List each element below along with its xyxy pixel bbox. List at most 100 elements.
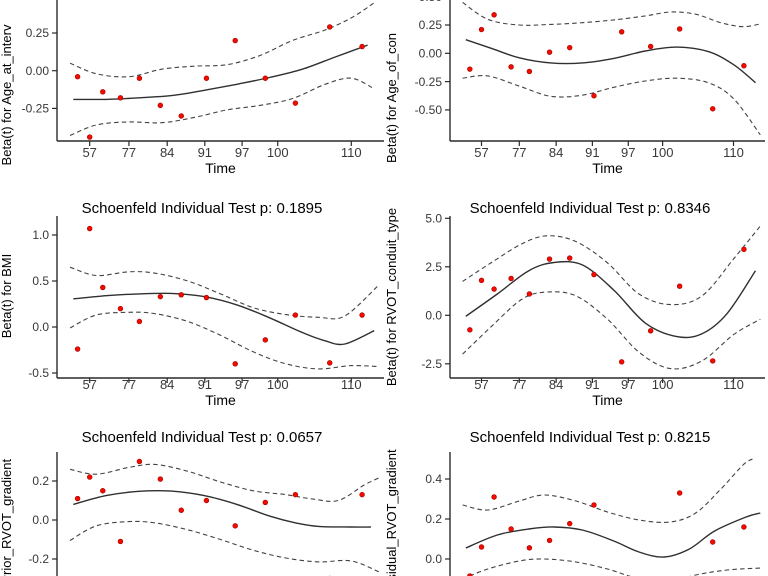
data-point	[86, 225, 93, 232]
data-point	[591, 502, 597, 508]
data-point	[566, 255, 573, 261]
data-point	[710, 358, 716, 364]
data-point	[710, 106, 716, 112]
confidence-band-lower	[69, 520, 381, 574]
panel-residual_rvot_gradient: Schoenfeld Individual Test p: 0.8215 Beta…	[384, 429, 762, 576]
data-point	[117, 538, 124, 545]
x-tick-label: 84	[160, 377, 174, 392]
x-tick-label: 97	[621, 145, 635, 160]
x-tick-label: 97	[621, 377, 635, 392]
x-axis-title: Time	[205, 392, 236, 408]
x-tick-label: 57	[474, 145, 488, 160]
data-point	[359, 491, 365, 498]
data-point	[117, 95, 124, 101]
data-point	[157, 293, 164, 300]
data-point	[618, 29, 625, 35]
y-tick-label: 0.0	[32, 320, 49, 334]
y-tick-label: 0.50	[419, 0, 443, 4]
panel-title: Schoenfeld Individual Test p: 0.8346	[470, 200, 711, 217]
data-point	[647, 43, 654, 50]
x-tick-label: 91	[198, 145, 212, 160]
y-tick-label: 5.0	[425, 212, 442, 226]
smooth-line	[73, 489, 371, 528]
x-tick-label: 100	[267, 377, 289, 392]
y-tick-label: -0.25	[415, 75, 443, 89]
panel-title: Schoenfeld Individual Test p: 0.1895	[82, 200, 323, 217]
x-tick-label: 91	[585, 145, 599, 160]
panel-plot-area	[462, 225, 761, 370]
confidence-band-upper	[69, 463, 381, 502]
panel-plot-area	[462, 1, 761, 136]
confidence-band-upper	[462, 458, 753, 523]
x-tick-label: 110	[723, 145, 744, 160]
data-point	[618, 359, 625, 365]
data-point	[178, 113, 184, 119]
data-point	[232, 361, 238, 367]
y-axis-label: Beta(t) for Age_of_con	[384, 33, 399, 163]
data-point	[86, 134, 93, 140]
data-point	[546, 537, 553, 544]
data-point	[136, 75, 143, 81]
y-tick-label: 0.00	[26, 64, 50, 78]
x-tick-label: 57	[82, 145, 96, 160]
data-point	[741, 63, 747, 69]
data-point	[647, 328, 654, 334]
y-tick-label: 0.0	[425, 552, 442, 566]
y-tick-label: 0.2	[32, 474, 49, 488]
x-tick-label: 84	[549, 145, 563, 160]
data-point	[478, 544, 485, 550]
y-tick-label: 1.0	[32, 228, 49, 242]
x-tick-label: 84	[549, 377, 563, 392]
y-tick-label: 0.50	[26, 0, 50, 3]
data-point	[136, 458, 143, 465]
x-tick-label: 91	[198, 377, 212, 392]
data-point	[136, 318, 143, 325]
y-axis-label: Beta(t) for BMI	[0, 254, 14, 339]
panel-plot-area	[69, 2, 375, 140]
data-point	[100, 488, 106, 494]
confidence-band-upper	[69, 2, 375, 78]
data-point	[508, 275, 514, 282]
data-point	[203, 294, 210, 301]
data-point	[232, 37, 238, 44]
x-tick-label: 77	[122, 377, 136, 392]
data-point	[203, 75, 210, 81]
data-point	[74, 495, 81, 502]
x-axis-title: Time	[592, 392, 623, 408]
y-tick-label: 0.25	[419, 18, 443, 32]
data-point	[491, 494, 497, 500]
y-tick-label: 0.5	[32, 274, 49, 288]
y-axis-label: Beta(t) for Residual_RVOT_gradient	[384, 449, 399, 576]
x-tick-label: 84	[160, 145, 174, 160]
panel-rvot_conduit_type: Schoenfeld Individual Test p: 0.8346 Beta…	[384, 200, 765, 408]
data-point	[676, 490, 683, 496]
data-point	[232, 523, 238, 529]
data-point	[591, 271, 597, 278]
x-tick-label: 57	[474, 377, 488, 392]
panel-title: Schoenfeld Individual Test p: 0.0657	[82, 429, 323, 446]
data-point	[74, 346, 81, 352]
panel-age_at_interv: Beta(t) for Age_at_interv 0.50 0.25 0.00 -0.…	[0, 0, 384, 176]
data-point	[526, 291, 533, 297]
y-axis-label: Beta(t) for RVOT_conduit_type	[384, 208, 399, 386]
data-point	[741, 524, 747, 530]
confidence-band-upper	[462, 1, 761, 28]
data-point	[566, 520, 573, 527]
smooth-line	[465, 512, 761, 558]
panel-plot-area	[69, 458, 381, 576]
y-tick-label: 0.00	[419, 47, 443, 61]
x-tick-label: 77	[512, 377, 526, 392]
smooth-line	[73, 44, 368, 101]
data-point	[292, 100, 299, 106]
confidence-band-upper	[69, 266, 380, 320]
data-point	[157, 476, 164, 482]
data-point	[526, 545, 533, 551]
confidence-band-upper	[462, 225, 761, 306]
smooth-line	[73, 292, 375, 346]
y-tick-label: 0.0	[32, 513, 49, 527]
data-point	[100, 89, 106, 95]
y-axis-label: Beta(t) for Prior_RVOT_gradient	[0, 459, 14, 576]
x-axis-title: Time	[205, 160, 236, 176]
y-tick-label: -0.2	[28, 552, 49, 566]
